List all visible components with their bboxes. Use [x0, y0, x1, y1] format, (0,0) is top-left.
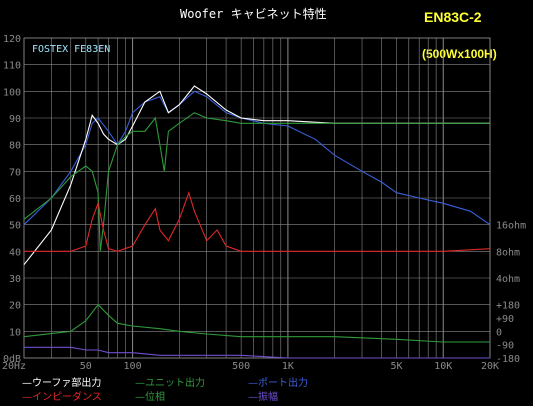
- legend-item: —位相: [135, 390, 165, 403]
- right-tick-label: -180: [496, 354, 520, 365]
- x-tick-label: 50: [80, 361, 92, 372]
- cabinet-size-label: (500Wx100H): [422, 47, 497, 61]
- y-tick-label: 70: [9, 167, 21, 178]
- right-tick-label: 8ohm: [496, 247, 520, 258]
- series-line: [23, 303, 490, 343]
- grid: [23, 37, 491, 359]
- series-lines: [23, 85, 491, 359]
- legend-item: —ウーファ部出力: [22, 376, 101, 389]
- legend: —ウーファ部出力 —ユニット出力 —ポート出力 —インピーダンス —位相 —振幅: [22, 376, 308, 403]
- y-tick-label: 120: [3, 34, 21, 45]
- x-tick-label: 5K: [390, 361, 402, 372]
- series-line: [24, 190, 491, 252]
- y-axis: 120 110 100 90 80 70 60 50 40 30 20 10 0dB: [3, 34, 21, 365]
- y-tick-label: 30: [9, 274, 21, 285]
- brand-label: FOSTEX FE83EN: [32, 44, 110, 55]
- legend-item: —インピーダンス: [22, 390, 102, 403]
- y-tick-label: 90: [9, 114, 21, 125]
- y-tick-label: 10: [9, 327, 21, 338]
- y-tick-label: 20: [9, 301, 21, 312]
- right-tick-label: 4ohm: [496, 274, 520, 285]
- legend-item: —ポート出力: [248, 376, 308, 389]
- right-tick-label: +180: [496, 301, 520, 312]
- legend-item: —ユニット出力: [135, 376, 205, 389]
- legend-item: —振幅: [248, 390, 278, 403]
- series-line: [24, 346, 490, 359]
- x-tick-label: 10K: [434, 361, 452, 372]
- y-tick-label: 60: [9, 194, 21, 205]
- y-tick-label: 100: [3, 87, 21, 98]
- right-tick-label: 16ohm: [496, 221, 526, 232]
- x-tick-label: 20Hz: [2, 361, 26, 372]
- x-tick-label: 1K: [282, 361, 294, 372]
- right-tick-label: 0: [496, 327, 502, 338]
- y-tick-label: 80: [9, 141, 21, 152]
- x-tick-label: 100: [124, 361, 142, 372]
- right-tick-label: -90: [496, 341, 514, 352]
- y-tick-label: 40: [9, 247, 21, 258]
- y-tick-label: 0dB: [3, 354, 21, 365]
- model-label: EN83C-2: [424, 9, 482, 25]
- series-line: [23, 90, 491, 226]
- x-tick-label: 500: [232, 361, 250, 372]
- series-line: [23, 112, 490, 252]
- x-axis: 20Hz 50 100 500 1K 5K 10K 20K: [2, 361, 499, 372]
- y-tick-label: 50: [9, 221, 21, 232]
- chart-title: Woofer キャビネット特性: [180, 6, 327, 21]
- x-tick-label: 20K: [481, 361, 499, 372]
- y-tick-label: 110: [3, 61, 21, 72]
- plot-frame: [23, 37, 491, 359]
- right-tick-label: +90: [496, 314, 514, 325]
- series-line: [23, 85, 490, 266]
- right-axis: 16ohm 8ohm 4ohm +180 +90 0 -90 -180: [496, 221, 526, 365]
